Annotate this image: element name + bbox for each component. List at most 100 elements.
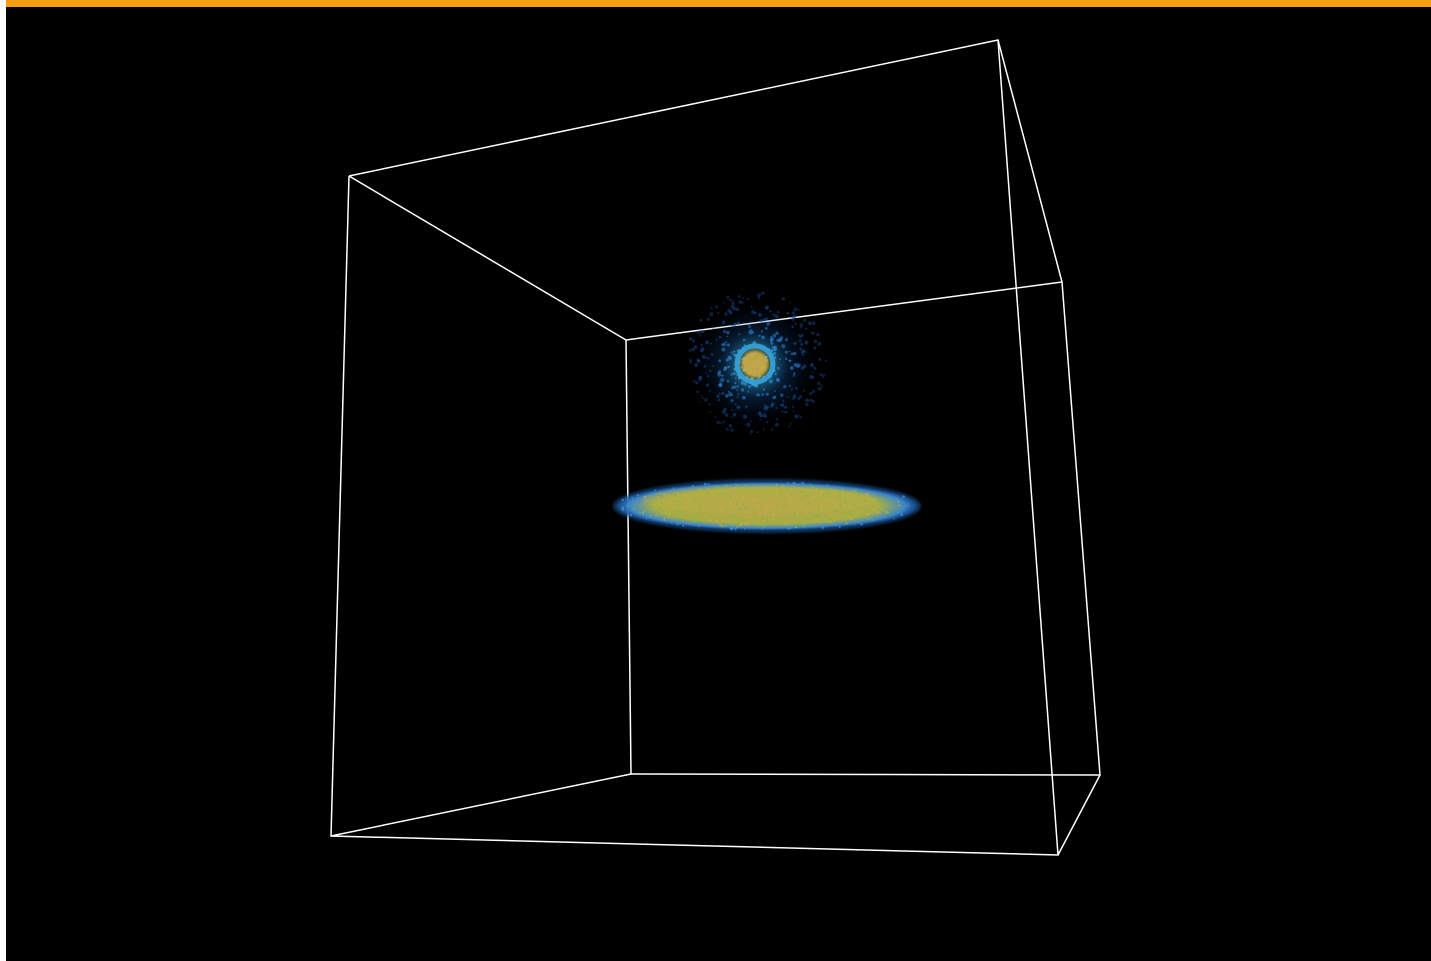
particle bbox=[768, 489, 770, 491]
particle bbox=[750, 519, 753, 522]
particle bbox=[700, 319, 703, 322]
particle bbox=[725, 484, 728, 488]
particle bbox=[621, 506, 624, 510]
particle bbox=[788, 425, 791, 428]
particle bbox=[733, 486, 737, 490]
particle bbox=[830, 513, 833, 516]
particle bbox=[886, 511, 890, 514]
particle bbox=[649, 501, 651, 503]
particle bbox=[730, 428, 734, 432]
particle bbox=[689, 359, 692, 362]
particle bbox=[643, 495, 647, 499]
particle bbox=[816, 333, 820, 336]
particle bbox=[670, 522, 673, 524]
particle bbox=[710, 516, 712, 519]
particle bbox=[807, 494, 810, 497]
particle bbox=[771, 428, 774, 431]
particle bbox=[807, 511, 810, 513]
particle bbox=[649, 509, 652, 511]
particle bbox=[726, 295, 730, 299]
particle bbox=[697, 513, 700, 515]
particle bbox=[808, 500, 811, 503]
particle bbox=[789, 487, 792, 491]
particle bbox=[816, 333, 819, 336]
particle bbox=[747, 502, 750, 505]
particle bbox=[854, 519, 856, 521]
particle bbox=[846, 493, 848, 496]
particle bbox=[708, 518, 711, 522]
particle bbox=[901, 502, 903, 505]
particle bbox=[807, 505, 811, 508]
particle bbox=[742, 502, 745, 506]
particle bbox=[808, 322, 812, 326]
particle bbox=[875, 504, 878, 508]
particle bbox=[854, 524, 856, 526]
particle bbox=[804, 512, 807, 515]
particle bbox=[794, 414, 798, 418]
particle bbox=[719, 523, 722, 527]
particle bbox=[667, 516, 670, 519]
particle bbox=[853, 512, 856, 515]
particle bbox=[717, 490, 720, 493]
particle bbox=[676, 492, 679, 495]
particle bbox=[802, 524, 805, 527]
particle bbox=[741, 301, 744, 304]
particle bbox=[774, 508, 777, 510]
particle bbox=[901, 499, 903, 501]
particle bbox=[859, 511, 863, 514]
particle bbox=[626, 505, 630, 508]
particle bbox=[789, 526, 792, 530]
particle bbox=[738, 523, 742, 526]
particle bbox=[866, 516, 868, 518]
particle bbox=[897, 504, 900, 507]
particle bbox=[811, 400, 815, 403]
particle bbox=[709, 312, 714, 317]
particle bbox=[816, 515, 819, 518]
particle bbox=[736, 489, 739, 491]
spherical-particle-cloud bbox=[688, 291, 828, 435]
particle bbox=[731, 492, 734, 494]
particle bbox=[734, 527, 737, 531]
particle bbox=[809, 498, 811, 501]
particle bbox=[689, 336, 693, 341]
particle bbox=[787, 506, 789, 508]
particle bbox=[707, 487, 710, 490]
particle bbox=[803, 318, 807, 322]
particle bbox=[843, 504, 847, 507]
particle bbox=[801, 490, 804, 493]
particle bbox=[789, 302, 792, 304]
particle bbox=[713, 500, 716, 502]
particle bbox=[751, 508, 754, 511]
particle bbox=[781, 485, 784, 488]
particle bbox=[719, 513, 722, 517]
particle bbox=[863, 498, 867, 502]
particle bbox=[793, 512, 796, 516]
particle bbox=[657, 518, 660, 520]
particle bbox=[642, 513, 645, 517]
particle bbox=[641, 511, 645, 514]
particle bbox=[761, 291, 766, 295]
particle bbox=[739, 503, 742, 506]
particle bbox=[821, 526, 824, 529]
particle bbox=[841, 491, 844, 494]
particle bbox=[691, 347, 695, 352]
particle bbox=[736, 520, 738, 523]
particle bbox=[756, 431, 759, 434]
particle bbox=[872, 505, 875, 508]
particle bbox=[826, 484, 829, 487]
particle bbox=[760, 523, 763, 526]
particle bbox=[677, 509, 681, 512]
particle bbox=[801, 501, 804, 504]
particle bbox=[785, 517, 788, 520]
bounding-box-wireframe bbox=[330, 39, 1101, 856]
particle bbox=[658, 492, 661, 495]
particle bbox=[745, 521, 748, 525]
particle bbox=[682, 524, 685, 527]
sphere-core bbox=[742, 351, 768, 377]
particle bbox=[810, 509, 814, 512]
particle bbox=[699, 330, 702, 332]
particle bbox=[845, 522, 848, 525]
particle bbox=[900, 513, 904, 517]
